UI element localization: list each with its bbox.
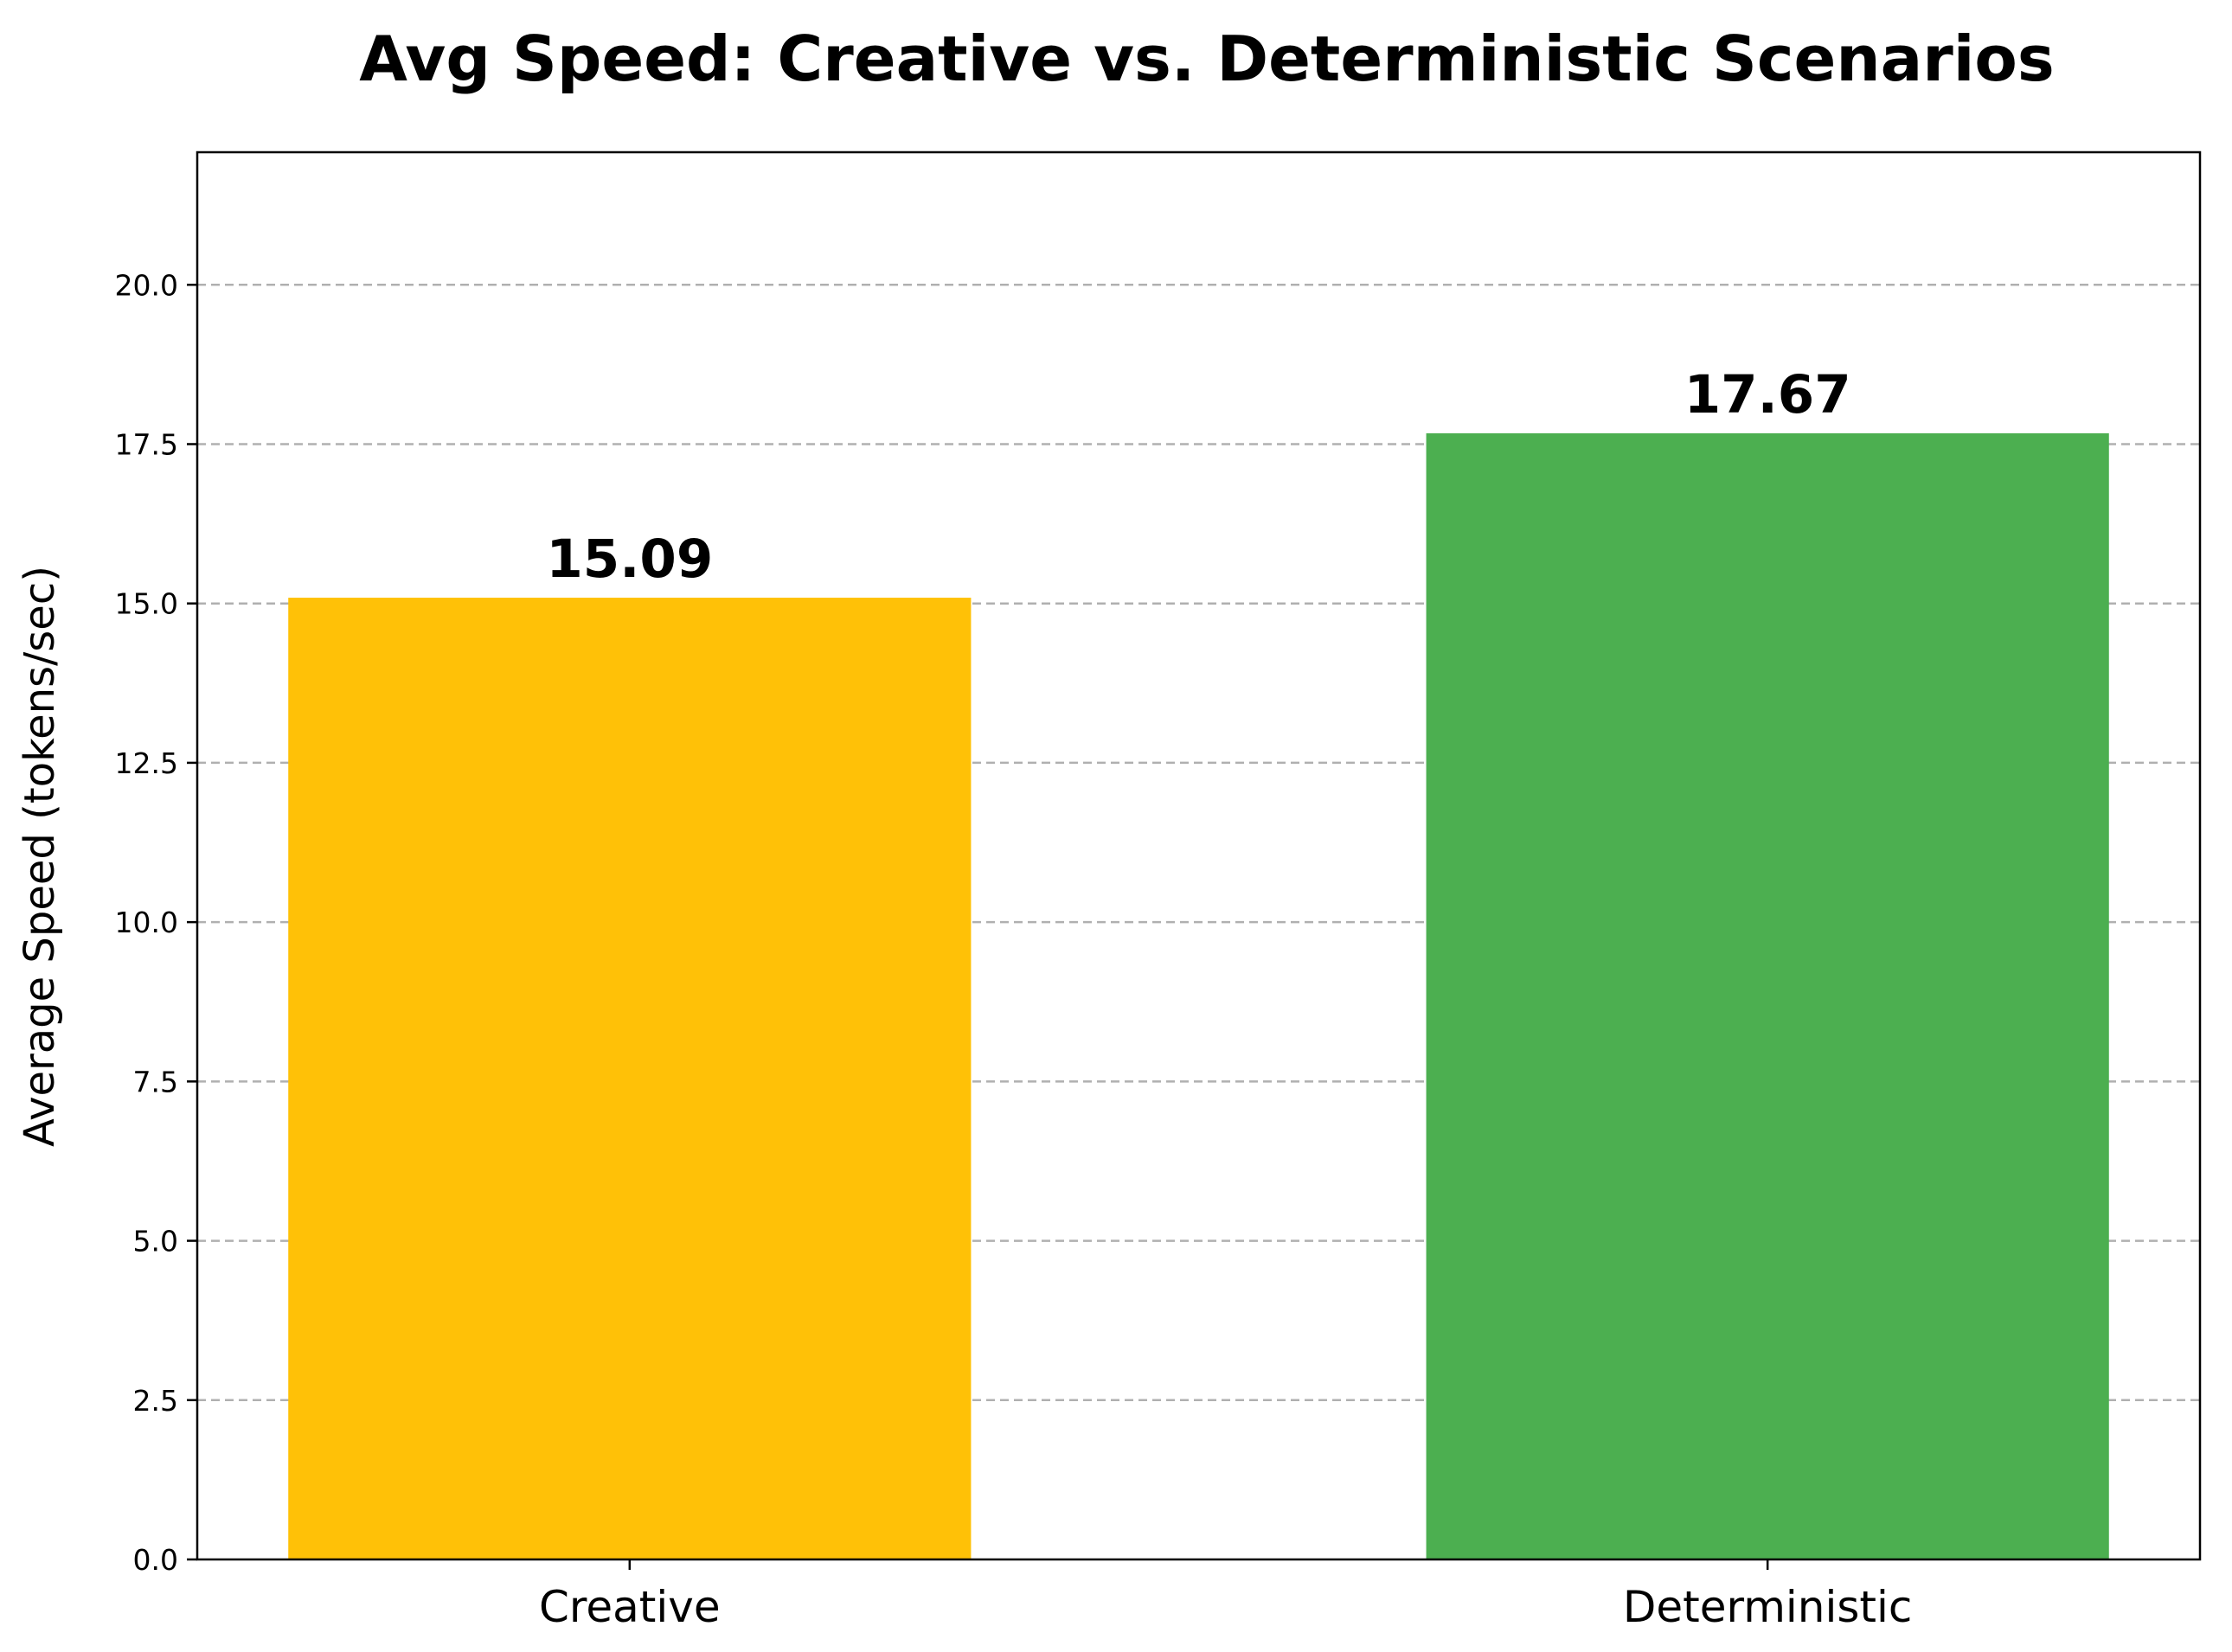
data-label-deterministic: 17.67 [1684, 364, 1851, 426]
bar-deterministic [1426, 432, 2109, 1559]
x-axis-ticks: Creative Deterministic [539, 1559, 1912, 1632]
y-tick-label: 20.0 [115, 268, 178, 302]
chart-title: Avg Speed: Creative vs. Deterministic Sc… [359, 22, 2054, 95]
y-tick-label: 5.0 [133, 1225, 178, 1258]
data-labels: 15.09 17.67 [546, 364, 1850, 590]
y-axis-label: Average Speed (tokens/sec) [16, 566, 64, 1147]
data-label-creative: 15.09 [546, 528, 713, 590]
y-tick-label: 7.5 [133, 1065, 178, 1098]
x-tick-label-deterministic: Deterministic [1623, 1582, 1913, 1632]
bar-creative [288, 598, 972, 1559]
y-tick-label: 15.0 [115, 587, 178, 621]
y-tick-label: 12.5 [115, 746, 178, 780]
bars [288, 432, 2109, 1559]
y-axis-ticks: 0.0 2.5 5.0 7.5 10.0 12.5 15.0 17.5 20.0 [115, 268, 197, 1577]
plot-area-frame [196, 150, 2202, 1561]
y-tick-label: 10.0 [115, 906, 178, 939]
y-tick-label: 2.5 [133, 1384, 178, 1418]
y-tick-label: 0.0 [133, 1543, 178, 1577]
y-tick-label: 17.5 [115, 427, 178, 461]
x-tick-label-creative: Creative [539, 1582, 721, 1632]
